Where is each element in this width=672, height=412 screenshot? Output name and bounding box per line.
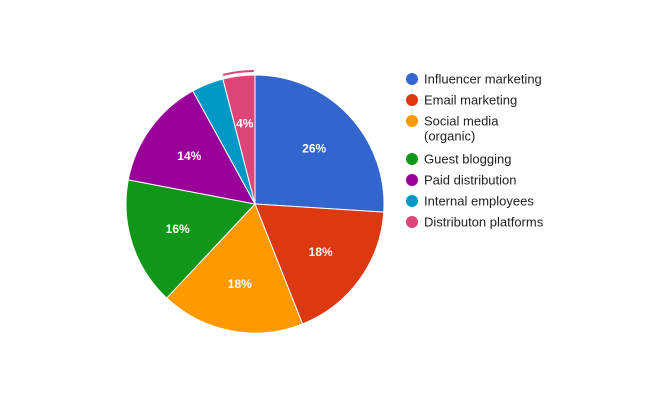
slice-value-label: 4% — [236, 116, 254, 130]
legend-swatch — [406, 73, 418, 85]
legend-item[interactable]: Email marketing — [406, 93, 517, 108]
legend-label: Internal employees — [424, 194, 534, 209]
legend-item[interactable]: Social media(organic) — [406, 114, 499, 144]
slice-value-label: 14% — [177, 149, 201, 163]
legend-item[interactable]: Paid distribution — [406, 173, 517, 188]
pie-slice-5[interactable] — [127, 90, 256, 205]
legend-label: Distributon platforms — [424, 215, 544, 230]
pie-slice-labels: 26% 18% 18% 16% 14% 4% — [166, 116, 333, 290]
legend-label: (organic) — [424, 129, 475, 144]
pie-slice-7[interactable] — [222, 74, 256, 205]
pie-slice-4[interactable] — [125, 179, 256, 299]
pie-slices — [125, 70, 385, 334]
legend-item[interactable]: Influencer marketing — [406, 72, 542, 87]
legend-label: Influencer marketing — [424, 72, 542, 87]
slice-value-label: 18% — [228, 277, 252, 291]
legend: Influencer marketing Email marketing Socia… — [406, 72, 544, 230]
legend-item[interactable]: Internal employees — [406, 194, 534, 209]
legend-label: Guest blogging — [424, 152, 511, 167]
slice-value-label: 18% — [309, 245, 333, 259]
slice-value-label: 26% — [302, 141, 326, 155]
legend-swatch — [406, 195, 418, 207]
legend-label: Email marketing — [424, 93, 517, 108]
legend-label: Social media — [424, 114, 499, 129]
legend-swatch — [406, 174, 418, 186]
legend-swatch — [406, 153, 418, 165]
pie-slice-1[interactable] — [254, 74, 385, 213]
pie-slice-3[interactable] — [165, 203, 304, 334]
legend-swatch — [406, 115, 418, 127]
legend-item[interactable]: Guest blogging — [406, 152, 511, 167]
legend-swatch — [406, 94, 418, 106]
legend-label: Paid distribution — [424, 173, 517, 188]
slice-value-label: 16% — [166, 222, 190, 236]
pie-slice-highlight-ring — [222, 70, 254, 76]
legend-item[interactable]: Distributon platforms — [406, 215, 544, 230]
pie-slice-2[interactable] — [254, 203, 385, 325]
legend-swatch — [406, 216, 418, 228]
